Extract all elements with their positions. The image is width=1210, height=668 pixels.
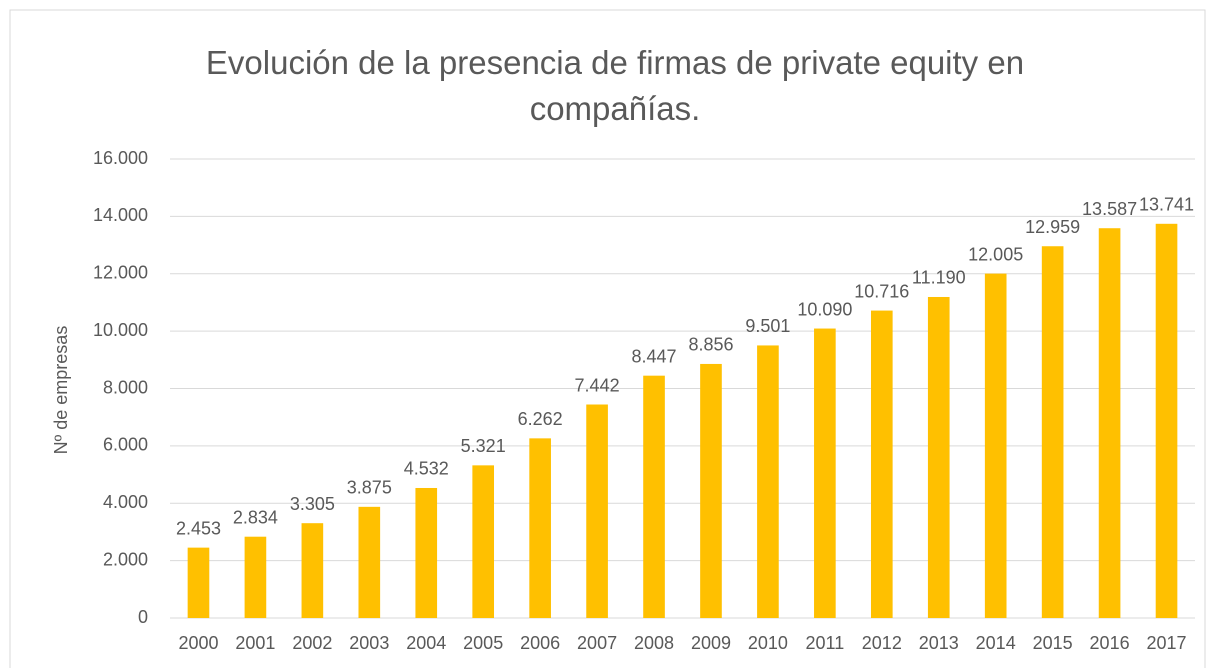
x-tick-label: 2003	[349, 633, 389, 653]
bar	[700, 363, 722, 618]
y-tick-label: 4.000	[103, 492, 148, 512]
bar	[643, 375, 665, 618]
chart-border	[9, 9, 1206, 668]
x-tick-label: 2006	[520, 633, 560, 653]
bar	[757, 345, 779, 618]
bar	[1098, 228, 1121, 618]
x-tick-label: 2004	[406, 633, 446, 653]
bar	[358, 506, 381, 618]
bar	[870, 310, 893, 618]
bar	[927, 296, 950, 618]
data-label: 12.959	[1025, 217, 1080, 237]
data-label: 2.834	[233, 507, 278, 527]
x-tick-label: 2005	[463, 633, 503, 653]
data-label: 5.321	[461, 436, 506, 456]
y-tick-label: 12.000	[93, 263, 148, 283]
data-label: 13.587	[1082, 199, 1137, 219]
x-tick-label: 2013	[919, 633, 959, 653]
x-tick-label: 2016	[1090, 633, 1130, 653]
bar	[472, 465, 495, 618]
x-tick-label: 2011	[806, 633, 845, 653]
x-tick-label: 2000	[178, 633, 218, 653]
data-label: 10.090	[797, 299, 852, 319]
bar	[814, 328, 836, 618]
y-axis-label: Nº de empresas	[51, 326, 71, 455]
x-tick-label: 2007	[577, 633, 617, 653]
bar	[187, 547, 210, 618]
x-tick-label: 2012	[862, 633, 902, 653]
data-label: 7.442	[575, 375, 620, 395]
bar	[1041, 246, 1064, 618]
y-tick-label: 10.000	[93, 320, 148, 340]
x-tick-label: 2008	[634, 633, 674, 653]
bar	[984, 273, 1007, 618]
data-label: 9.501	[745, 316, 790, 336]
chart-title: Evolución de la presencia de firmas de p…	[205, 44, 1025, 127]
y-tick-label: 0	[138, 607, 148, 627]
data-label: 8.856	[688, 335, 733, 355]
data-label: 10.716	[854, 281, 909, 301]
x-tick-label: 2014	[976, 633, 1016, 653]
data-label: 3.875	[347, 478, 392, 498]
data-label: 2.453	[176, 518, 221, 538]
bar	[244, 536, 267, 618]
data-label: 8.447	[632, 346, 677, 366]
x-tick-label: 2010	[748, 633, 788, 653]
x-tick-label: 2015	[1033, 633, 1073, 653]
x-tick-label: 2001	[235, 633, 275, 653]
x-tick-label: 2009	[691, 633, 731, 653]
bar	[415, 487, 438, 618]
data-label: 13.741	[1139, 195, 1194, 215]
y-tick-label: 14.000	[93, 205, 148, 225]
x-tick-label: 2002	[292, 633, 332, 653]
data-label: 11.190	[912, 268, 966, 288]
y-tick-label: 6.000	[103, 435, 148, 455]
bar	[529, 438, 551, 618]
data-label: 3.305	[290, 494, 335, 514]
data-label: 4.532	[404, 459, 449, 479]
y-tick-label: 2.000	[103, 549, 148, 569]
bar	[586, 404, 608, 618]
bar	[1155, 223, 1178, 619]
x-tick-label: 2017	[1147, 633, 1187, 653]
bar	[301, 523, 324, 618]
data-label: 12.005	[968, 244, 1023, 264]
y-tick-label: 8.000	[103, 377, 148, 397]
data-label: 6.262	[518, 409, 563, 429]
y-tick-label: 16.000	[93, 148, 148, 168]
